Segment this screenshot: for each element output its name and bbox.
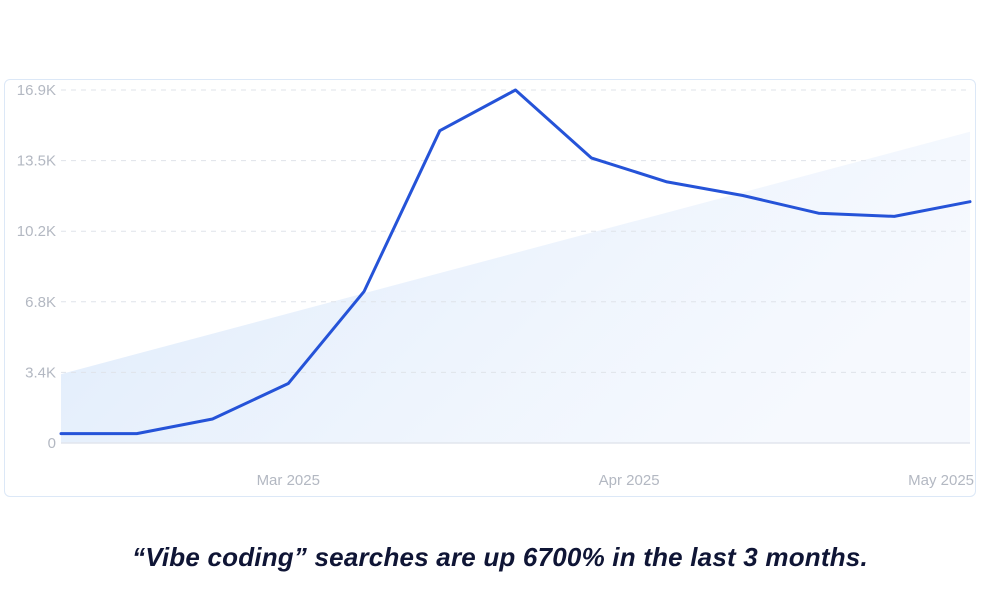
y-tick-label: 0 [48,435,56,452]
data-point [590,156,593,159]
y-tick-label: 10.2K [17,223,56,240]
data-point [135,432,138,435]
x-tick-label: Apr 2025 [599,472,660,489]
data-point [741,194,744,197]
data-point [211,418,214,421]
chart-caption: “Vibe coding” searches are up 6700% in t… [132,542,868,572]
y-tick-label: 3.4K [25,364,56,381]
data-point [969,200,972,203]
data-point [514,89,517,92]
data-point [287,382,290,385]
y-tick-label: 6.8K [25,294,56,311]
y-tick-label: 13.5K [17,153,56,170]
data-point [817,212,820,215]
y-tick-label: 16.9K [17,82,56,99]
x-tick-label: Mar 2025 [257,472,320,489]
data-point [666,180,669,183]
search-volume-line [59,88,972,436]
trend-area [61,131,970,443]
data-point [60,432,63,435]
data-point [438,129,441,132]
x-tick-label: May 2025 [908,472,974,489]
data-point [893,215,896,218]
data-point [363,290,366,293]
